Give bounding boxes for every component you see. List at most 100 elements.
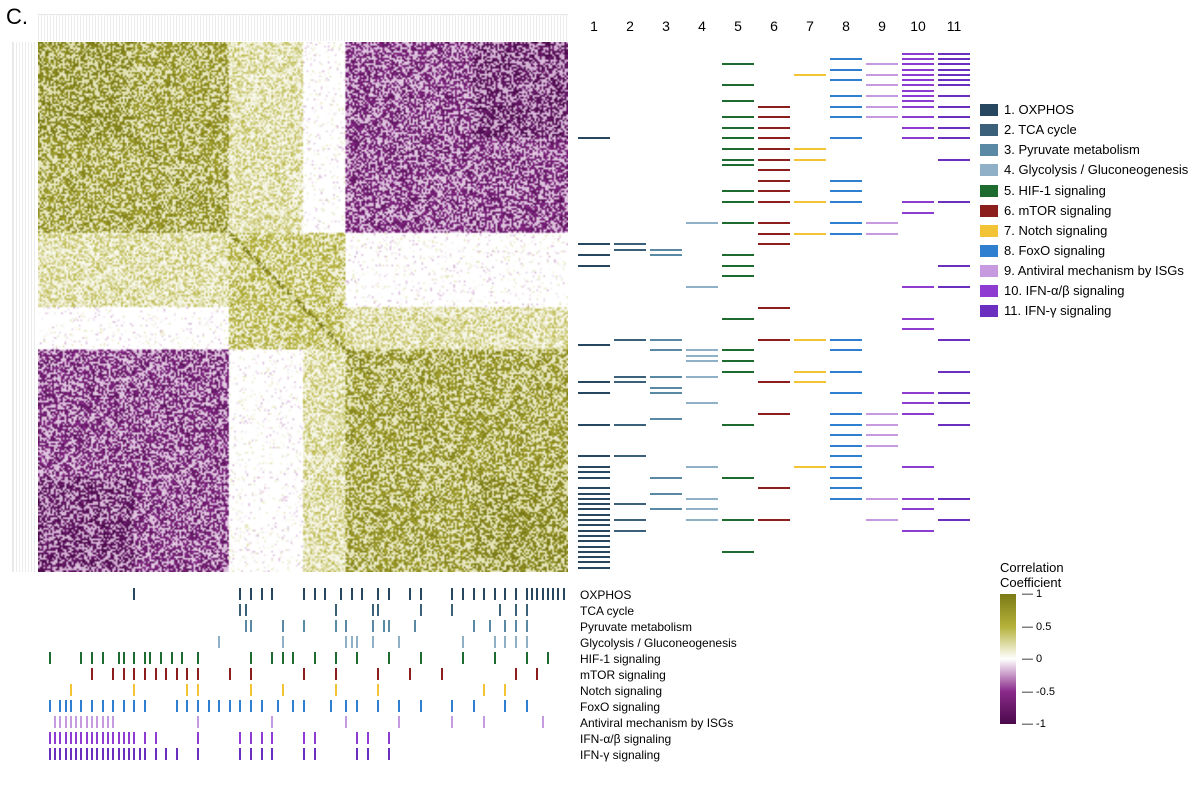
pathway-tick [578,567,610,569]
bottom-tick [54,716,56,728]
bottom-tick [271,732,273,744]
pathway-tick [938,339,970,341]
bottom-tick [176,668,178,680]
bottom-tick [409,668,411,680]
bottom-tick [494,636,496,648]
pathway-tick [938,137,970,139]
pathway-tick [866,63,898,65]
bottom-tick [462,652,464,664]
pathway-tick [902,79,934,81]
pathway-tick [758,169,790,171]
bottom-tick [80,652,82,664]
pathway-tick [758,190,790,192]
pathway-col-header-6: 6 [758,18,790,34]
pathway-tick [938,424,970,426]
bottom-track-3: Pyruvate metabolism [38,620,568,634]
pathway-tick [650,493,682,495]
pathway-tick [614,249,646,251]
bottom-tick [261,588,263,600]
pathway-tick [830,498,862,500]
bottom-tick [186,700,188,712]
legend-swatch [980,265,998,277]
bottom-track-5: HIF-1 signaling [38,652,568,666]
pathway-tick [722,371,754,373]
bottom-track-8: FoxO signaling [38,700,568,714]
legend-item-4: 4. Glycolysis / Gluconeogenesis [980,160,1188,180]
dendrogram-top [38,14,568,41]
pathway-tick [938,392,970,394]
bottom-tick [197,652,199,664]
bottom-tick [123,668,125,680]
bottom-tick [181,652,183,664]
pathway-tick [938,79,970,81]
pathway-tick [578,493,610,495]
pathway-tick [830,424,862,426]
pathway-tick [578,471,610,473]
bottom-track-1: OXPHOS [38,588,568,602]
bottom-tick [70,716,72,728]
pathway-col-header-5: 5 [722,18,754,34]
bottom-tick [536,668,538,680]
pathway-tick [830,222,862,224]
pathway-tick [758,201,790,203]
bottom-tick [128,732,130,744]
bottom-tick [409,588,411,600]
pathway-col-6 [758,42,790,572]
bottom-tick [171,652,173,664]
bottom-track-label: IFN-γ signaling [580,748,660,762]
bottom-tick [96,732,98,744]
pathway-col-header-7: 7 [794,18,826,34]
pathway-tick [902,212,934,214]
legend-label: 8. FoxO signaling [1004,241,1105,261]
bottom-tick [499,604,501,616]
pathway-tick [578,546,610,548]
bottom-tick [526,588,528,600]
bottom-tick [112,732,114,744]
bottom-tick [197,668,199,680]
bottom-tick [282,636,284,648]
pathway-column-headers: 1234567891011 [578,18,974,34]
bottom-tick [271,748,273,760]
bottom-tick [282,652,284,664]
bottom-track-label: OXPHOS [580,588,631,602]
bottom-tick [536,588,538,600]
pathway-col-10 [902,42,934,572]
bottom-tick [91,700,93,712]
pathway-tick [578,556,610,558]
bottom-tick [65,732,67,744]
bottom-track-label: mTOR signaling [580,668,666,682]
bottom-tick [351,588,353,600]
colorbar-tick: — 0.5 [1022,621,1051,633]
bottom-tick [96,716,98,728]
pathway-tick [758,413,790,415]
pathway-tick [758,339,790,341]
pathway-tick [938,201,970,203]
legend-item-6: 6. mTOR signaling [980,201,1188,221]
bottom-tick [70,700,72,712]
pathway-columns [578,42,974,572]
pathway-tick [902,95,934,97]
pathway-tick [578,254,610,256]
pathway-tick [902,84,934,86]
pathway-tick [866,498,898,500]
bottom-tick [245,620,247,632]
legend-swatch [980,124,998,136]
pathway-tick [578,477,610,479]
pathway-tick [938,127,970,129]
pathway-tick [722,265,754,267]
bottom-tick [515,620,517,632]
bottom-tick [451,700,453,712]
pathway-tick [902,106,934,108]
bottom-tick [351,636,353,648]
bottom-tick [208,700,210,712]
bottom-tick [65,700,67,712]
pathway-tick [830,116,862,118]
legend-label: 1. OXPHOS [1004,100,1074,120]
pathway-tick [686,222,718,224]
bottom-tick [133,684,135,696]
bottom-track-10: IFN-α/β signaling [38,732,568,746]
bottom-tick [86,748,88,760]
pathway-tick [794,371,826,373]
bottom-tick [398,700,400,712]
bottom-tick [133,668,135,680]
